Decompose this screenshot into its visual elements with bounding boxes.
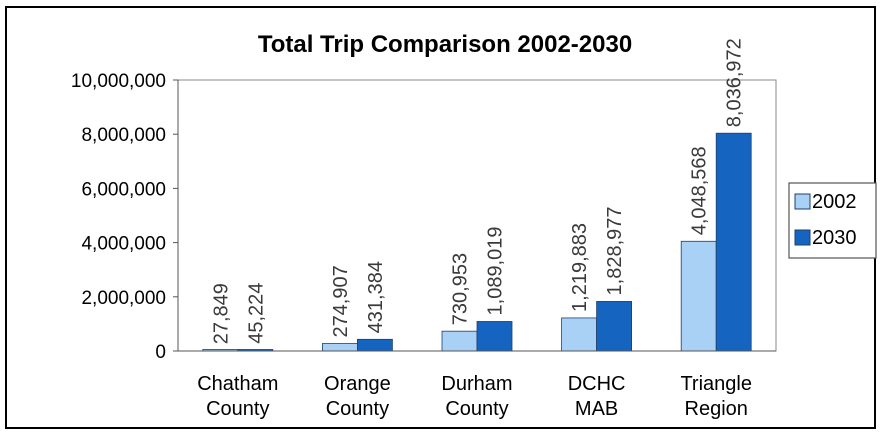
- legend-swatch-2030: [794, 229, 811, 246]
- data-label-2002: 4,048,568: [689, 146, 711, 235]
- plot-area: [177, 79, 777, 352]
- bar-2002: [561, 317, 597, 352]
- legend-label-2030: 2030: [812, 227, 857, 249]
- y-tick-label: 2,000,000: [81, 288, 166, 309]
- data-label-2030: 8,036,972: [724, 38, 746, 127]
- y-tick-label: 6,000,000: [81, 179, 166, 200]
- legend: 2002 2030: [788, 182, 877, 259]
- legend-swatch-2002: [794, 193, 811, 210]
- x-tick-label: Durham County: [441, 373, 512, 420]
- bar-2030: [715, 132, 752, 352]
- legend-label-2002: 2002: [812, 191, 857, 213]
- y-tick-label: 8,000,000: [81, 125, 166, 146]
- data-label-2002: 1,219,883: [569, 223, 591, 312]
- data-label-2030: 1,828,977: [604, 206, 626, 295]
- bar-2030: [596, 301, 632, 352]
- data-label-2030: 45,224: [245, 283, 267, 344]
- x-tick-label: DCHC MAB: [568, 373, 626, 420]
- x-tick-label: Orange County: [324, 373, 391, 420]
- data-label-2002: 27,849: [210, 283, 232, 344]
- data-label-2002: 274,907: [330, 265, 352, 337]
- y-tick-label: 4,000,000: [81, 234, 166, 255]
- bar-2002: [321, 343, 358, 352]
- bar-2002: [441, 330, 478, 352]
- data-label-2030: 431,384: [365, 261, 387, 333]
- bar-2002: [680, 240, 717, 352]
- x-tick-label: Chatham County: [197, 373, 278, 420]
- chart-title: Total Trip Comparison 2002-2030: [258, 31, 632, 58]
- data-label-2002: 730,953: [450, 253, 472, 325]
- data-label-2030: 1,089,019: [485, 227, 507, 316]
- y-tick-label: 0: [155, 342, 166, 363]
- bar-2030: [476, 321, 513, 352]
- x-tick-label: Triangle Region: [680, 373, 752, 420]
- y-tick-label: 10,000,000: [71, 71, 166, 92]
- bar-2030: [356, 338, 393, 352]
